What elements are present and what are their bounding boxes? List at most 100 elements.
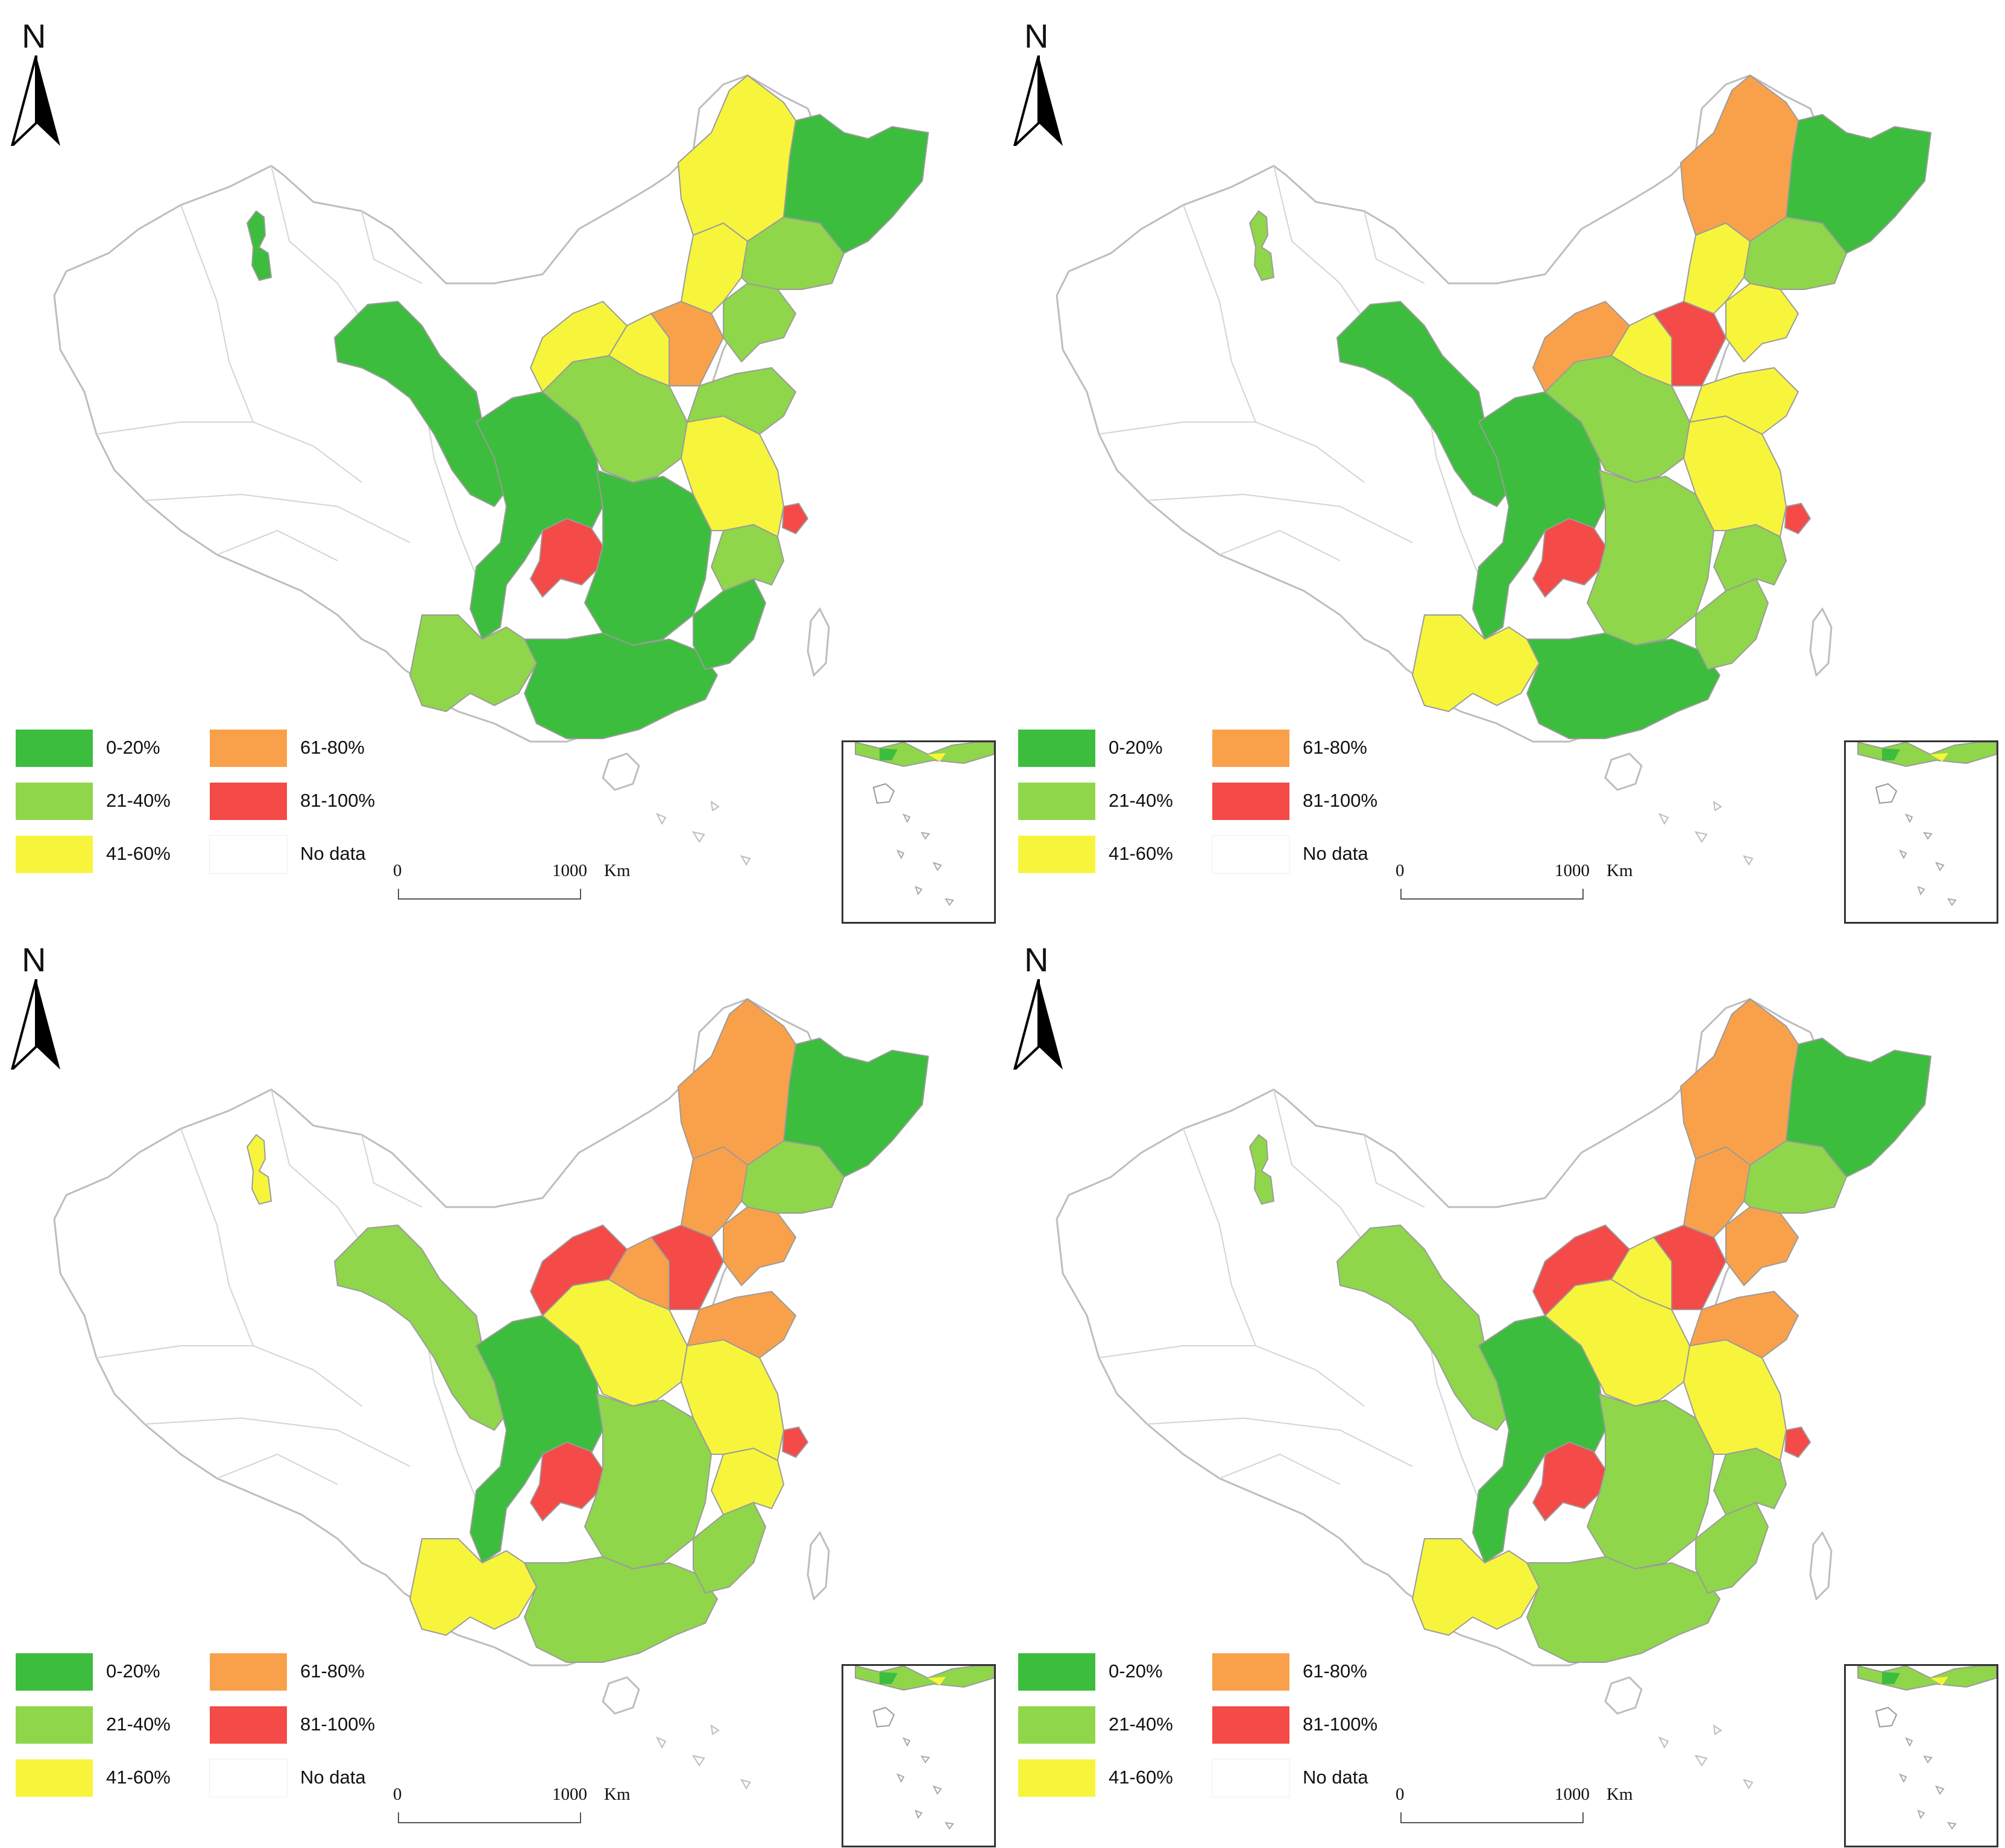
legend-label: 21-40%: [106, 790, 171, 811]
region-hubei-hunan: [1586, 469, 1715, 646]
legend-swatch: [1212, 1706, 1289, 1744]
scale-start-label: 0: [1396, 861, 1405, 880]
south-china-sea-inset: [842, 1664, 996, 1847]
map-panel-2: N 0-20% 21-40% 41-60% 61-80% 81-100%: [1002, 0, 2005, 924]
region-shandong: [1689, 367, 1799, 435]
scale-bar: 0 1000 Km: [380, 1785, 645, 1833]
region-shanghai: [781, 502, 809, 535]
region-shanghai: [781, 1426, 809, 1459]
region-northeast: [677, 998, 797, 1166]
legend-swatch: [1018, 1706, 1095, 1744]
legend-label: 61-80%: [300, 737, 365, 758]
legend-label: 21-40%: [106, 1714, 171, 1735]
south-china-sea-inset: [1844, 740, 1998, 924]
region-shandong: [1689, 1290, 1799, 1359]
hainan-island: [602, 752, 640, 791]
region-shandong: [686, 367, 797, 435]
hainan-island: [602, 1676, 640, 1715]
region-shanghai: [1784, 502, 1811, 535]
map-panel-1: N 0-20% 21-40% 41-60% 61-80% 81-100%: [0, 0, 1002, 924]
choropleth-map: [53, 74, 930, 866]
legend-label: 41-60%: [106, 1767, 171, 1788]
legend-label: 61-80%: [300, 1660, 365, 1682]
region-heilongjiang: [782, 113, 930, 254]
legend-label: 61-80%: [1303, 737, 1367, 758]
south-china-sea-inset: [1844, 1664, 1998, 1847]
sea-islands: [655, 1724, 751, 1790]
region-heilongjiang: [1785, 1037, 1932, 1178]
scale-end-label: 1000: [552, 1785, 587, 1804]
scale-bar-line: [1400, 889, 1584, 900]
sea-islands: [655, 800, 751, 866]
scale-unit-label: Km: [1607, 1785, 1633, 1804]
legend-swatch: [1018, 1653, 1095, 1691]
hainan-island: [1604, 1676, 1643, 1715]
legend-label: 81-100%: [1303, 1714, 1378, 1735]
legend-swatch: [210, 783, 287, 820]
province-borders: [1098, 165, 1485, 591]
legend-label: 41-60%: [1109, 843, 1173, 864]
region-heilongjiang: [1785, 113, 1932, 254]
legend-label: 0-20%: [1109, 1660, 1163, 1682]
choropleth-map: [1056, 998, 1932, 1790]
legend-swatch: [1212, 1759, 1290, 1797]
scale-bar: 0 1000 Km: [380, 861, 645, 909]
region-northeast: [677, 74, 797, 242]
sea-islands: [1658, 1724, 1754, 1790]
legend-swatch: [210, 1653, 287, 1691]
north-label: N: [1024, 941, 1049, 979]
region-chongqing: [1532, 517, 1607, 598]
scale-end-label: 1000: [1555, 1785, 1590, 1804]
scale-bar: 0 1000 Km: [1382, 861, 1648, 909]
scale-end-label: 1000: [552, 861, 587, 880]
legend-swatch: [210, 1706, 287, 1744]
legend-swatch: [16, 1759, 93, 1797]
region-guangdong-guangxi: [1526, 632, 1721, 739]
legend-label: No data: [1303, 1767, 1368, 1788]
region-liaoning: [723, 1206, 797, 1287]
legend-swatch: [1018, 1759, 1095, 1797]
legend-label: No data: [300, 1767, 366, 1788]
south-china-sea-inset: [842, 740, 996, 924]
legend-label: 0-20%: [1109, 737, 1163, 758]
region-northeast: [1679, 998, 1799, 1166]
region-north-china: [529, 1224, 628, 1317]
legend: 0-20% 21-40% 41-60% 61-80% 81-100% No da…: [16, 730, 401, 880]
north-label: N: [22, 941, 46, 979]
north-arrow: N: [11, 18, 61, 146]
province-borders: [96, 165, 483, 591]
region-north-china: [1532, 1224, 1631, 1317]
region-xinjiang-spot: [1248, 210, 1275, 282]
legend-label: No data: [1303, 843, 1368, 864]
region-chongqing: [1532, 1441, 1607, 1522]
north-arrow: N: [1013, 941, 1064, 1070]
north-label: N: [1024, 17, 1049, 55]
legend-swatch: [1212, 835, 1290, 874]
region-xinjiang-spot: [246, 210, 272, 282]
legend-label: 41-60%: [1109, 1767, 1173, 1788]
legend-label: No data: [300, 843, 366, 864]
legend-swatch: [209, 1759, 288, 1797]
legend-swatch: [16, 783, 93, 820]
taiwan-island: [1809, 1531, 1833, 1601]
scale-bar: 0 1000 Km: [1382, 1785, 1648, 1833]
region-guangdong-guangxi: [1526, 1556, 1721, 1663]
scale-unit-label: Km: [604, 861, 631, 880]
region-shanghai: [1784, 1426, 1811, 1459]
region-hubei-hunan: [1586, 1393, 1715, 1570]
choropleth-map: [1056, 74, 1932, 866]
region-yunnan-guizhou: [1411, 614, 1540, 713]
region-liaoning: [1725, 282, 1799, 363]
legend-label: 0-20%: [106, 1660, 160, 1682]
legend: 0-20% 21-40% 41-60% 61-80% 81-100% No da…: [1018, 1653, 1404, 1804]
legend: 0-20% 21-40% 41-60% 61-80% 81-100% No da…: [1018, 730, 1404, 880]
legend-swatch: [1212, 783, 1289, 820]
legend-label: 21-40%: [1109, 1714, 1173, 1735]
legend-label: 81-100%: [1303, 790, 1378, 811]
choropleth-map: [53, 998, 930, 1790]
scale-unit-label: Km: [604, 1785, 631, 1804]
region-north-china: [529, 300, 628, 393]
legend-swatch: [1018, 730, 1095, 767]
region-xinjiang-spot: [1248, 1134, 1275, 1205]
region-hubei-hunan: [584, 1393, 713, 1570]
